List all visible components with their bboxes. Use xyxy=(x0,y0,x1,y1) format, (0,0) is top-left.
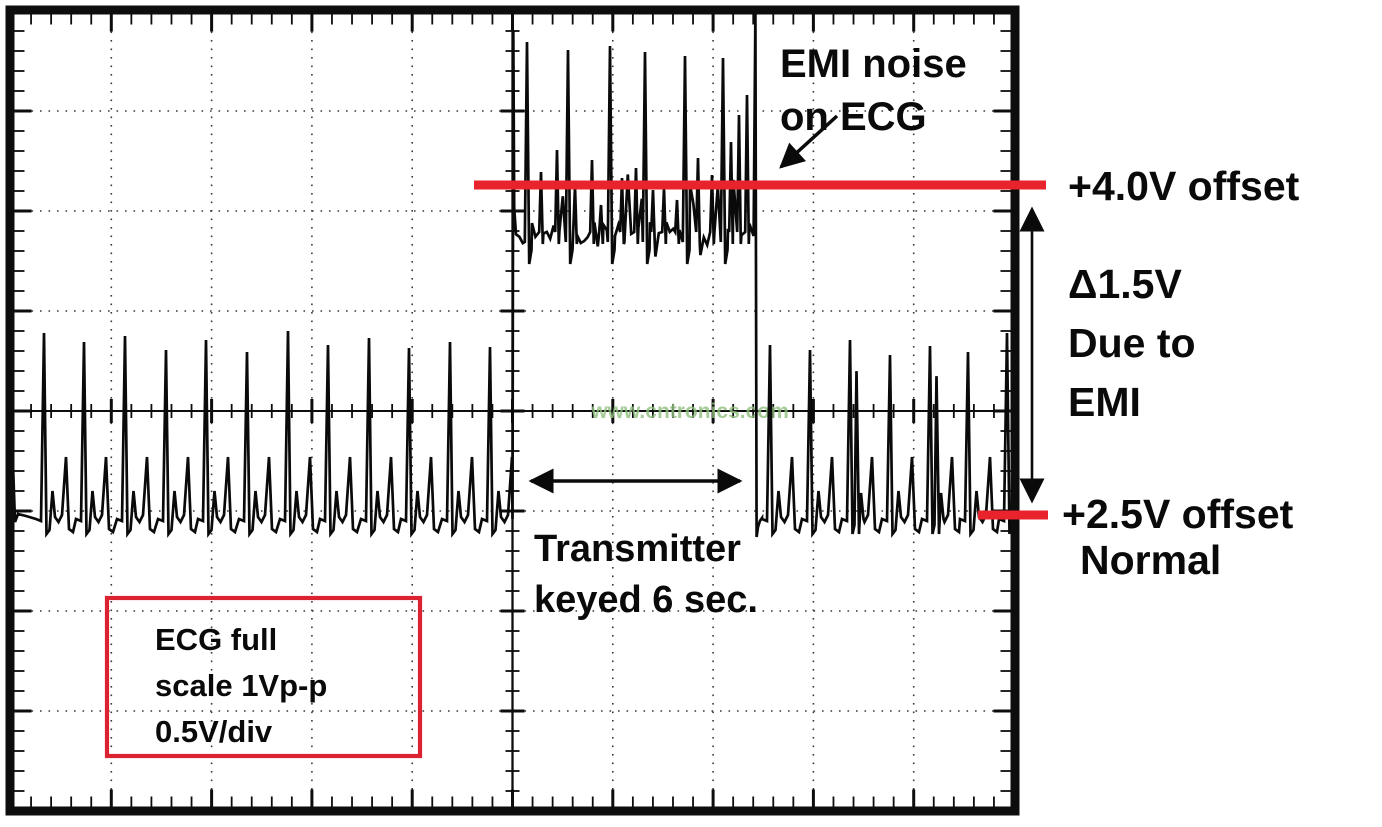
transmitter-keyed-label: Transmitter keyed 6 sec. xyxy=(534,524,758,626)
watermark-text: www.cntronics.com xyxy=(590,400,789,423)
graticule-grid xyxy=(14,14,1011,807)
scale-callout-box xyxy=(104,595,423,759)
ecg-scale-label: ECG full scale 1Vp-p 0.5V/div xyxy=(155,617,327,755)
transmitter-keyed-label-line2: keyed 6 sec. xyxy=(534,579,758,621)
delta-emi-label-line1: Δ1.5V xyxy=(1068,261,1182,307)
delta-emi-label-line2: Due to xyxy=(1068,320,1196,366)
offset-2-5v-label: +2.5V offset xyxy=(1062,491,1294,537)
transmitter-keyed-label-line1: Transmitter xyxy=(534,528,741,570)
delta-emi-label: Δ1.5V Due to EMI xyxy=(1068,255,1196,432)
emi-noise-label: EMI noise on ECG xyxy=(780,38,967,144)
ecg-scale-label-line2: scale 1Vp-p xyxy=(155,668,328,703)
emi-noise-label-line1: EMI noise xyxy=(780,42,967,86)
emi-noise-label-line2: on ECG xyxy=(780,95,927,139)
delta-emi-label-line3: EMI xyxy=(1068,379,1141,425)
offset-4v-label: +4.0V offset xyxy=(1068,163,1300,209)
scope-frame xyxy=(5,5,1020,816)
ecg-scale-label-line1: ECG full xyxy=(155,622,278,657)
normal-label: Normal xyxy=(1080,537,1222,583)
ecg-trace xyxy=(10,12,1011,538)
ecg-scale-label-line3: 0.5V/div xyxy=(155,714,273,749)
emi-noise-pointer-arrow-icon xyxy=(779,114,839,169)
